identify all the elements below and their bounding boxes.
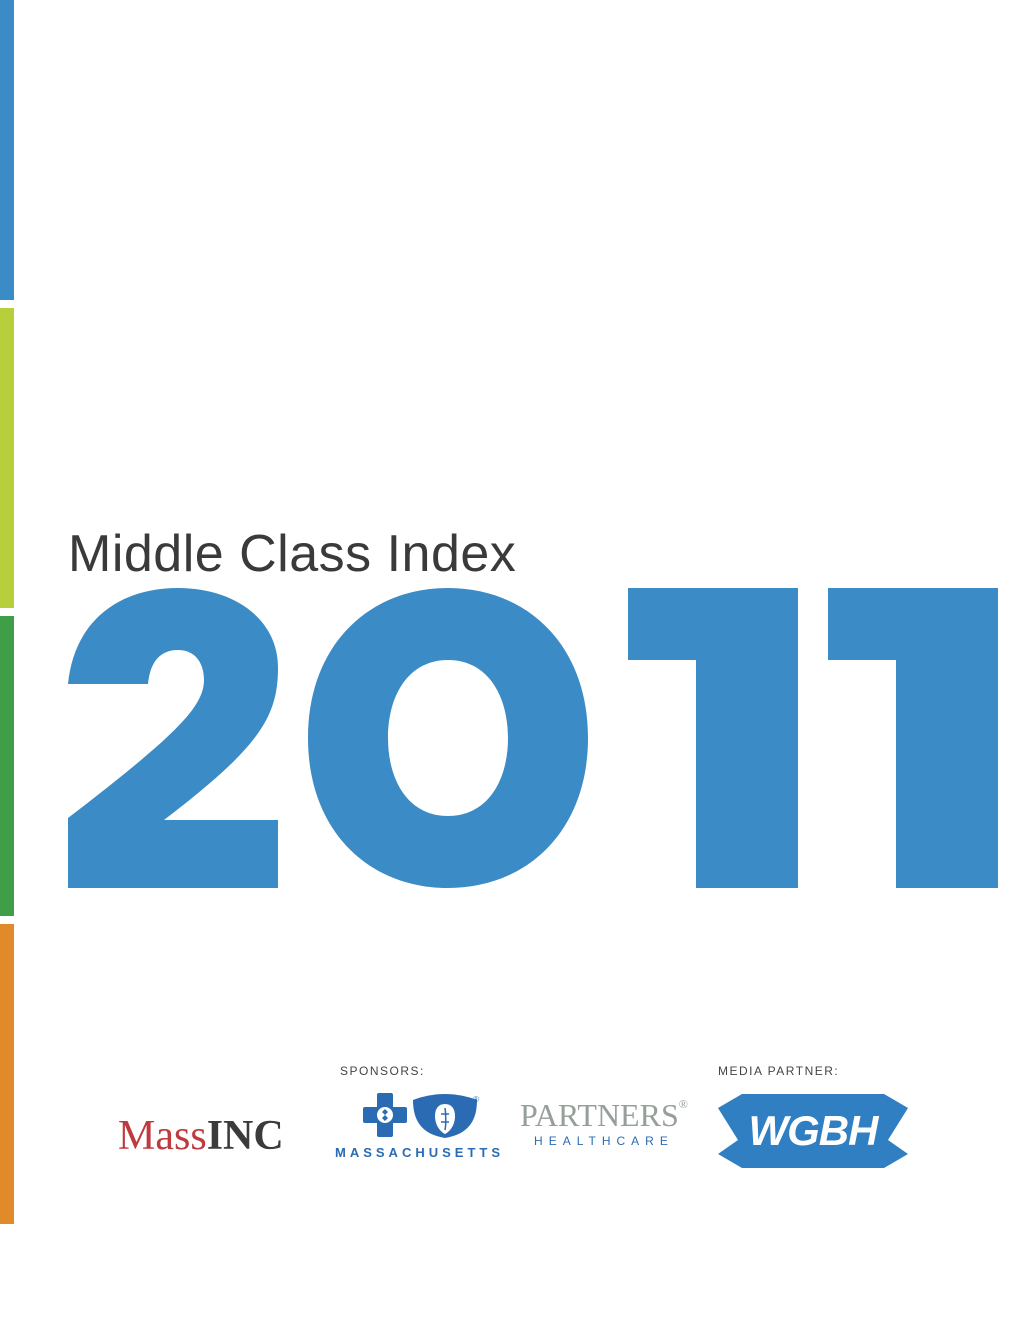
bcbs-label: MASSACHUSETTS [335,1145,504,1160]
bcbs-logo: ® MASSACHUSETTS [335,1090,504,1160]
partners-main-text: PARTNERS [520,1097,679,1133]
sponsors-label: SPONSORS: [340,1064,425,1078]
media-partner-label: MEDIA PARTNER: [718,1064,839,1078]
spine-bar-2 [0,308,14,608]
partners-main: PARTNERS® [520,1097,688,1134]
bcbs-shield-icon [413,1094,477,1138]
wgbh-text: WGBH [718,1094,908,1168]
digit-1a [628,588,798,888]
massinc-logo: MassINC [118,1112,284,1160]
massinc-light: Mass [118,1113,207,1159]
bcbs-icon: ® [355,1090,485,1140]
wgbh-shape: WGBH [718,1094,908,1168]
digit-0 [308,588,588,888]
spine-bar-1 [0,0,14,300]
page: Middle Class Index SPONSORS: MEDIA PARTN… [0,0,1020,1319]
page-title: Middle Class Index [68,524,516,584]
massinc-heavy: INC [207,1113,284,1159]
digit-1b [828,588,998,888]
spine-bar-4 [0,924,14,1224]
partners-reg-icon: ® [679,1097,688,1111]
digit-2 [68,588,278,888]
partners-logo: PARTNERS® HEALTHCARE [520,1097,688,1148]
wgbh-logo: WGBH [718,1094,908,1168]
year-graphic [68,588,998,888]
year-svg [68,588,998,888]
bcbs-reg-icon: ® [473,1095,479,1104]
bcbs-cross-icon [363,1093,407,1137]
partners-sub: HEALTHCARE [520,1134,688,1148]
spine-bar-3 [0,616,14,916]
